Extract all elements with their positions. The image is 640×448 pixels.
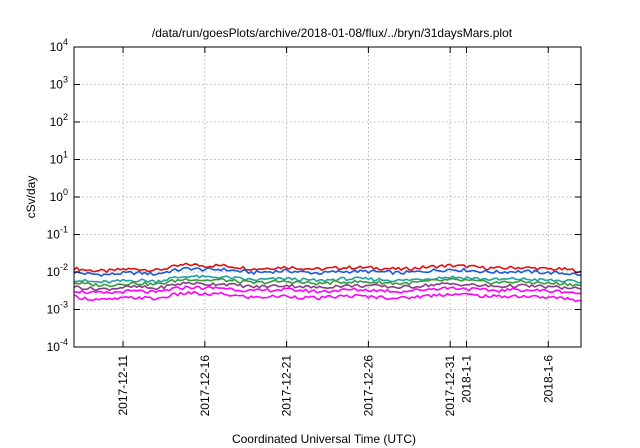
y-tick-label-exponent: -1	[60, 225, 68, 235]
y-tick-label-base: 10	[50, 78, 64, 92]
y-tick-label: 10-4	[47, 337, 68, 354]
y-tick-label-base: 10	[50, 115, 64, 129]
y-tick-label: 104	[50, 37, 68, 54]
series-layer	[73, 262, 582, 303]
x-tick-label: 2018-1-6	[541, 355, 555, 403]
y-tick-label-exponent: -2	[60, 262, 68, 272]
x-tick-label: 2018-1-1	[460, 355, 474, 403]
y-tick-label-base: 10	[50, 153, 64, 167]
y-tick-label-exponent: 1	[63, 150, 68, 160]
y-tick-label: 101	[50, 150, 68, 167]
series-line	[73, 262, 582, 274]
y-tick-label-base: 10	[47, 228, 61, 242]
y-tick-label: 103	[50, 75, 68, 92]
y-tick-label: 102	[50, 112, 68, 129]
y-tick-label-exponent: 2	[63, 112, 68, 122]
y-tick-label-base: 10	[47, 303, 61, 317]
y-tick-label-exponent: 0	[63, 187, 68, 197]
y-tick-label: 100	[50, 187, 68, 204]
x-tick-label: 2017-12-26	[361, 355, 375, 417]
y-tick-label: 10-2	[47, 262, 68, 279]
y-tick-label-exponent: -3	[60, 300, 68, 310]
y-tick-label-base: 10	[47, 340, 61, 354]
y-tick-label-exponent: 3	[63, 75, 68, 85]
series-line	[73, 274, 582, 284]
y-tick-label-exponent: 4	[63, 37, 68, 47]
series-line	[73, 290, 582, 303]
x-tick-label: 2017-12-31	[443, 355, 457, 417]
x-tick-label: 2017-12-11	[116, 355, 130, 416]
series-line	[74, 285, 582, 295]
y-tick-label: 10-3	[47, 300, 68, 317]
y-tick-label-base: 10	[47, 265, 61, 279]
y-tick-label: 10-1	[47, 225, 68, 242]
y-tick-label-base: 10	[50, 40, 64, 54]
series-line	[73, 281, 582, 292]
x-tick-label: 2017-12-21	[280, 355, 294, 417]
series-line	[73, 277, 582, 288]
series-line	[73, 266, 582, 277]
y-tick-label-exponent: -4	[60, 337, 68, 347]
y-axis-label: cSv/day	[24, 176, 38, 219]
x-axis: 2017-12-11 2017-12-16 2017-12-21 2017-12-26…	[116, 47, 555, 416]
y-tick-label-base: 10	[50, 190, 64, 204]
x-axis-label: Coordinated Universal Time (UTC)	[232, 432, 416, 446]
chart-title: /data/run/goesPlots/archive/2018-01-08/f…	[152, 26, 513, 40]
x-tick-label: 2017-12-16	[198, 355, 212, 417]
grid	[74, 47, 581, 347]
